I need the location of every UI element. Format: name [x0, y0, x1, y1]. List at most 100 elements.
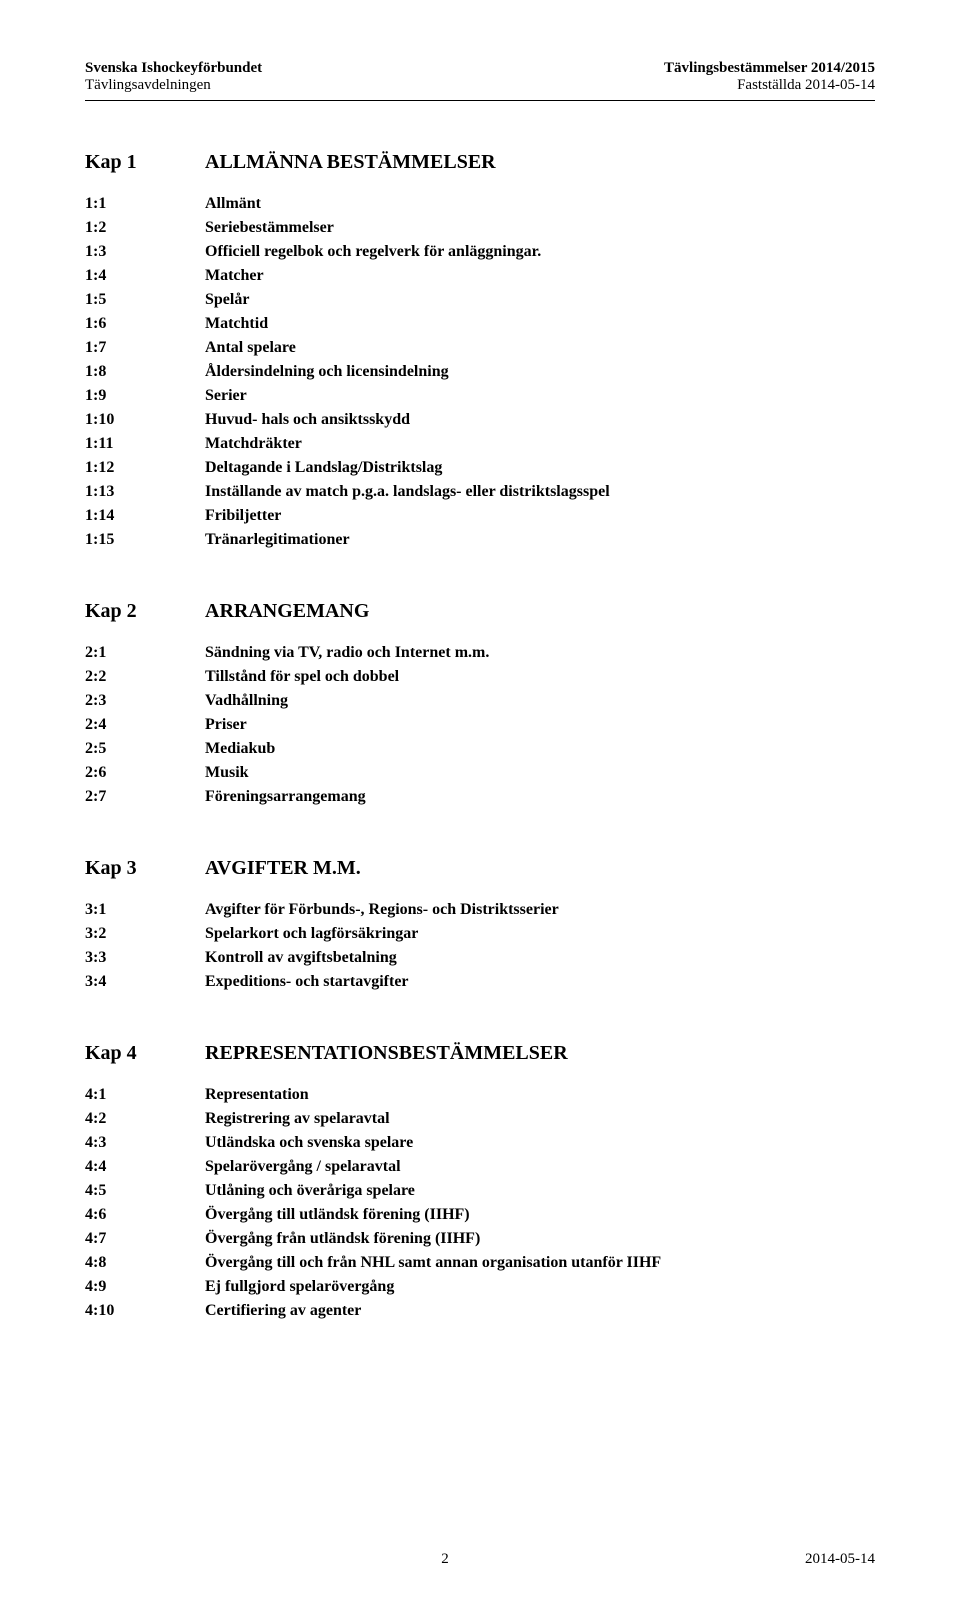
toc-row: 4:2Registrering av spelaravtal [85, 1107, 875, 1131]
toc-row: 4:4Spelarövergång / spelaravtal [85, 1155, 875, 1179]
toc-row: 1:3Officiell regelbok och regelverk för … [85, 240, 875, 264]
toc-item-text: Fribiljetter [205, 504, 281, 528]
toc-row: 4:3Utländska och svenska spelare [85, 1131, 875, 1155]
chapter-head: Kap 2ARRANGEMANG [85, 600, 875, 623]
toc-row: 4:1Representation [85, 1083, 875, 1107]
toc-item-text: Seriebestämmelser [205, 216, 334, 240]
toc-row: 4:5Utlåning och överåriga spelare [85, 1179, 875, 1203]
toc-row: 2:7Föreningsarrangemang [85, 785, 875, 809]
toc-item-text: Matcher [205, 264, 264, 288]
chapter-head: Kap 3AVGIFTER M.M. [85, 857, 875, 880]
toc-row: 2:2Tillstånd för spel och dobbel [85, 665, 875, 689]
toc-item-number: 4:10 [85, 1299, 205, 1323]
toc-item-number: 4:2 [85, 1107, 205, 1131]
toc-item-text: Avgifter för Förbunds-, Regions- och Dis… [205, 898, 559, 922]
toc-item-number: 2:2 [85, 665, 205, 689]
toc-row: 1:4Matcher [85, 264, 875, 288]
toc-item-text: Mediakub [205, 737, 275, 761]
toc-row: 1:2Seriebestämmelser [85, 216, 875, 240]
toc-item-text: Representation [205, 1083, 309, 1107]
toc-item-number: 3:3 [85, 946, 205, 970]
toc-item-text: Åldersindelning och licensindelning [205, 360, 449, 384]
toc-item-text: Spelarkort och lagförsäkringar [205, 922, 418, 946]
toc-item-number: 2:6 [85, 761, 205, 785]
toc-item-text: Inställande av match p.g.a. landslags- e… [205, 480, 610, 504]
chapter-title: REPRESENTATIONSBESTÄMMELSER [205, 1042, 568, 1065]
toc-item-text: Registrering av spelaravtal [205, 1107, 390, 1131]
toc-row: 2:1Sändning via TV, radio och Internet m… [85, 641, 875, 665]
toc-item-number: 4:9 [85, 1275, 205, 1299]
toc-item-number: 1:13 [85, 480, 205, 504]
toc-row: 3:2Spelarkort och lagförsäkringar [85, 922, 875, 946]
toc-row: 2:3Vadhållning [85, 689, 875, 713]
toc-item-number: 1:3 [85, 240, 205, 264]
chapter-title: AVGIFTER M.M. [205, 857, 361, 880]
toc-item-number: 1:7 [85, 336, 205, 360]
toc-content: Kap 1ALLMÄNNA BESTÄMMELSER1:1Allmänt1:2S… [85, 151, 875, 1323]
chapter-title: ALLMÄNNA BESTÄMMELSER [205, 151, 496, 174]
chapter: Kap 3AVGIFTER M.M.3:1Avgifter för Förbun… [85, 857, 875, 994]
toc-item-text: Tillstånd för spel och dobbel [205, 665, 399, 689]
toc-row: 3:4Expeditions- och startavgifter [85, 970, 875, 994]
header-divider [85, 100, 875, 101]
toc-item-text: Officiell regelbok och regelverk för anl… [205, 240, 541, 264]
toc-row: 1:12Deltagande i Landslag/Distriktslag [85, 456, 875, 480]
toc-row: 4:7Övergång från utländsk förening (IIHF… [85, 1227, 875, 1251]
toc-row: 1:13Inställande av match p.g.a. landslag… [85, 480, 875, 504]
org-name: Svenska Ishockeyförbundet [85, 60, 262, 77]
toc-item-number: 3:2 [85, 922, 205, 946]
toc-item-text: Ej fullgjord spelarövergång [205, 1275, 394, 1299]
chapter-number: Kap 3 [85, 857, 205, 880]
toc-item-number: 1:1 [85, 192, 205, 216]
toc-item-text: Spelår [205, 288, 249, 312]
toc-item-text: Serier [205, 384, 247, 408]
toc-item-text: Deltagande i Landslag/Distriktslag [205, 456, 442, 480]
toc-item-number: 1:9 [85, 384, 205, 408]
toc-item-number: 4:1 [85, 1083, 205, 1107]
page-header: Svenska Ishockeyförbundet Tävlingsavdeln… [85, 60, 875, 94]
toc-row: 2:4Priser [85, 713, 875, 737]
toc-row: 2:6Musik [85, 761, 875, 785]
toc-item-number: 1:2 [85, 216, 205, 240]
toc-item-number: 4:6 [85, 1203, 205, 1227]
chapter-head: Kap 4REPRESENTATIONSBESTÄMMELSER [85, 1042, 875, 1065]
chapter: Kap 2ARRANGEMANG 2:1Sändning via TV, radi… [85, 600, 875, 809]
doc-date: Fastställda 2014-05-14 [664, 77, 875, 94]
toc-row: 4:8Övergång till och från NHL samt annan… [85, 1251, 875, 1275]
header-right: Tävlingsbestämmelser 2014/2015 Fastställ… [664, 60, 875, 94]
chapter: Kap 1ALLMÄNNA BESTÄMMELSER1:1Allmänt1:2S… [85, 151, 875, 552]
toc-item-text: Expeditions- och startavgifter [205, 970, 409, 994]
toc-item-number: 1:10 [85, 408, 205, 432]
toc-item-number: 1:6 [85, 312, 205, 336]
toc-row: 1:8Åldersindelning och licensindelning [85, 360, 875, 384]
toc-item-number: 3:1 [85, 898, 205, 922]
toc-item-text: Vadhållning [205, 689, 288, 713]
toc-row: 1:15Tränarlegitimationer [85, 528, 875, 552]
toc-row: 4:10Certifiering av agenter [85, 1299, 875, 1323]
toc-item-text: Utlåning och överåriga spelare [205, 1179, 415, 1203]
footer-date: 2014-05-14 [805, 1551, 875, 1568]
toc-row: 1:14Fribiljetter [85, 504, 875, 528]
toc-item-text: Tränarlegitimationer [205, 528, 350, 552]
toc-row: 1:7Antal spelare [85, 336, 875, 360]
toc-row: 3:3Kontroll av avgiftsbetalning [85, 946, 875, 970]
chapter-number: Kap 1 [85, 151, 205, 174]
toc-item-text: Övergång till och från NHL samt annan or… [205, 1251, 661, 1275]
toc-item-text: Matchdräkter [205, 432, 302, 456]
toc-item-number: 1:8 [85, 360, 205, 384]
header-left: Svenska Ishockeyförbundet Tävlingsavdeln… [85, 60, 262, 94]
department: Tävlingsavdelningen [85, 77, 262, 94]
toc-item-number: 1:5 [85, 288, 205, 312]
toc-item-number: 2:3 [85, 689, 205, 713]
toc-item-text: Spelarövergång / spelaravtal [205, 1155, 401, 1179]
toc-item-number: 1:12 [85, 456, 205, 480]
toc-item-number: 1:4 [85, 264, 205, 288]
toc-item-number: 4:7 [85, 1227, 205, 1251]
toc-row: 1:1Allmänt [85, 192, 875, 216]
toc-item-text: Huvud- hals och ansiktsskydd [205, 408, 410, 432]
toc-item-number: 3:4 [85, 970, 205, 994]
chapter: Kap 4REPRESENTATIONSBESTÄMMELSER 4:1Repre… [85, 1042, 875, 1323]
toc-item-number: 1:14 [85, 504, 205, 528]
toc-item-text: Antal spelare [205, 336, 296, 360]
toc-item-text: Musik [205, 761, 249, 785]
